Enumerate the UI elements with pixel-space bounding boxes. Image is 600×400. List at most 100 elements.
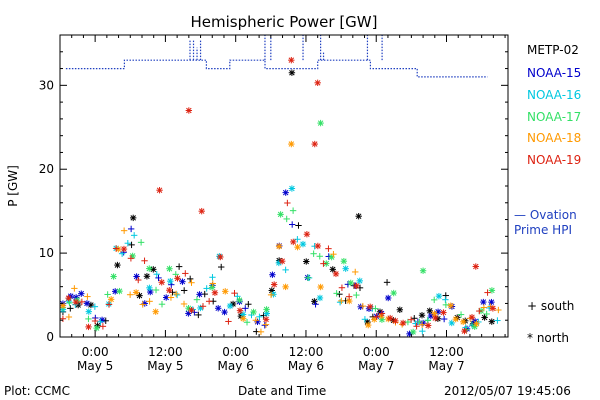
south-point	[267, 291, 275, 299]
north-point	[396, 306, 404, 313]
north-point	[480, 298, 487, 306]
north-point	[263, 306, 270, 313]
south-marker-label: south	[540, 299, 575, 313]
north-point	[185, 107, 193, 114]
north-point	[221, 308, 228, 316]
south-point	[495, 306, 502, 314]
north-point	[143, 273, 151, 280]
south-point	[256, 313, 263, 321]
north-point	[85, 308, 93, 315]
north-point	[342, 265, 349, 272]
x-tick-date: May 6	[288, 359, 324, 373]
south-point	[71, 285, 78, 292]
north-point	[158, 279, 165, 286]
data-points	[59, 56, 502, 338]
south-point	[338, 297, 345, 305]
north-point	[236, 296, 243, 304]
north-point	[426, 307, 433, 315]
north-point	[303, 258, 310, 265]
south-point	[330, 250, 337, 258]
south-point	[245, 301, 252, 308]
north-point	[279, 257, 286, 265]
south-point	[120, 227, 128, 234]
north-point	[262, 316, 270, 323]
north-point	[198, 207, 205, 215]
north-point	[277, 211, 284, 218]
south-point	[137, 239, 145, 246]
legend-north-marker: * north	[527, 331, 569, 345]
north-point	[211, 289, 219, 296]
south-point	[404, 318, 412, 326]
north-point	[290, 238, 297, 246]
south-point	[416, 318, 423, 326]
south-point	[231, 289, 238, 297]
legend-noaa-17: NOAA-17	[527, 110, 582, 124]
north-point	[346, 297, 353, 305]
south-point	[112, 245, 120, 252]
legend-ovation-prime-hpi: — Ovation Prime HPI	[514, 208, 577, 237]
north-point	[303, 231, 311, 238]
north-point	[146, 265, 153, 272]
south-point	[407, 316, 415, 323]
south-point	[310, 250, 317, 257]
ovation-step-line	[65, 59, 488, 78]
north-point	[347, 279, 354, 287]
north-point	[488, 287, 496, 294]
footer-credit: Plot: CCMC	[4, 384, 70, 398]
south-point	[283, 215, 290, 223]
north-point	[78, 290, 85, 297]
x-tick-time: 0:00	[222, 345, 249, 359]
x-tick-time: 0:00	[363, 345, 390, 359]
legend-metp-02: METP-02	[527, 43, 579, 57]
y-tick-label: 0	[46, 330, 54, 344]
north-point	[317, 119, 324, 127]
north-point	[282, 189, 289, 196]
north-point	[481, 314, 488, 321]
south-point	[476, 307, 483, 315]
north-point	[332, 270, 340, 278]
x-tick-time: 12:00	[148, 345, 183, 359]
south-point	[440, 315, 448, 323]
north-point	[107, 296, 115, 303]
south-point	[442, 301, 450, 309]
north-point	[167, 277, 174, 285]
north-point	[329, 266, 336, 273]
north-point	[226, 302, 234, 310]
north-point	[270, 281, 278, 288]
south-point	[84, 293, 91, 300]
north-point	[435, 292, 443, 300]
north-point	[399, 319, 407, 327]
north-point	[392, 317, 399, 325]
south-point	[167, 294, 175, 301]
north-point	[314, 242, 322, 250]
south-point	[225, 318, 232, 325]
north-point	[146, 284, 153, 292]
south-point	[91, 303, 99, 310]
north-point	[366, 303, 374, 310]
south-point	[359, 302, 367, 310]
north-point	[288, 69, 296, 76]
south-point	[127, 255, 135, 262]
south-point	[361, 316, 369, 323]
south-point	[352, 268, 359, 276]
north-marker-symbol: *	[527, 331, 533, 345]
north-point	[424, 322, 432, 329]
x-axis-label: Date and Time	[238, 384, 327, 398]
x-tick-date: May 7	[358, 359, 394, 373]
north-point	[340, 257, 348, 265]
south-point	[480, 304, 488, 311]
south-point	[85, 315, 92, 323]
north-point	[288, 185, 296, 192]
south-point	[418, 321, 426, 328]
south-point	[153, 271, 160, 278]
north-point	[447, 302, 454, 309]
y-axis-label: P [GW]	[6, 165, 20, 207]
south-point	[483, 310, 490, 318]
south-point	[99, 323, 107, 330]
north-point	[132, 289, 140, 296]
south-point	[383, 279, 391, 286]
south-point	[97, 318, 104, 325]
north-point	[147, 288, 154, 296]
legend-noaa-15: NOAA-15	[527, 66, 582, 80]
north-point	[355, 213, 362, 220]
